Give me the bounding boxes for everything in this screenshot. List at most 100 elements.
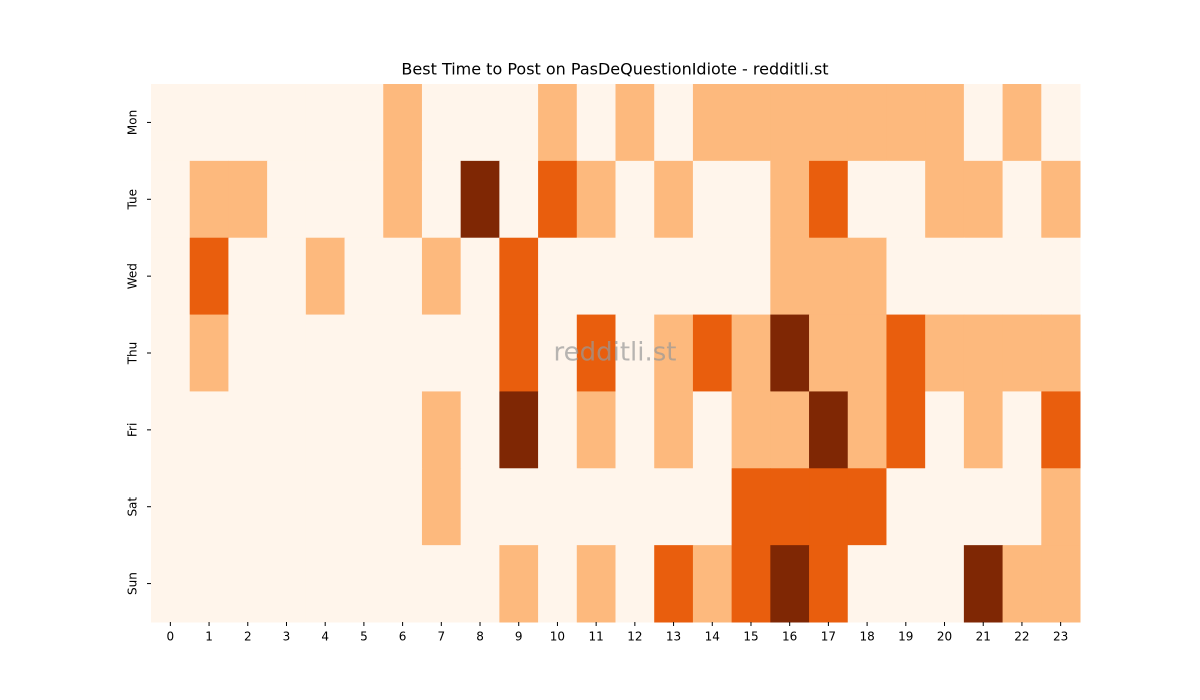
- heat-cell: [847, 237, 887, 316]
- heat-cell: [189, 84, 229, 162]
- heat-cell: [228, 391, 268, 469]
- heat-cell: [847, 160, 887, 239]
- heat-cell: [731, 160, 771, 239]
- heat-cell: [305, 468, 346, 546]
- heat-cell: [654, 160, 694, 239]
- heat-cell: [421, 160, 462, 239]
- y-tick-label: Thu: [126, 342, 140, 366]
- heat-cell: [421, 468, 462, 546]
- heat-cell: [383, 391, 423, 469]
- heat-cell: [383, 84, 423, 162]
- heat-cell: [615, 391, 655, 469]
- x-tick-label: 1: [205, 630, 213, 644]
- heat-cell: [692, 160, 733, 239]
- y-tick-label: Mon: [126, 110, 140, 135]
- heat-cell: [886, 468, 926, 546]
- heat-cell: [770, 545, 810, 623]
- heat-cell: [615, 468, 655, 546]
- heat-cell: [228, 160, 268, 239]
- x-tick-label: 14: [705, 630, 720, 644]
- heat-cell: [1041, 391, 1081, 469]
- heat-cell: [1002, 237, 1042, 316]
- heat-cell: [809, 391, 849, 469]
- heat-cell: [189, 391, 229, 469]
- x-tick-label: 6: [399, 630, 407, 644]
- heat-cell: [151, 84, 191, 162]
- heat-cell: [809, 314, 849, 392]
- heat-cell: [189, 545, 229, 623]
- x-tick-label: 21: [976, 630, 991, 644]
- heat-cell: [267, 391, 307, 469]
- heat-cell: [809, 237, 849, 316]
- heat-cell: [460, 468, 500, 546]
- heat-cell: [731, 237, 771, 316]
- heat-cell: [654, 237, 694, 316]
- heat-cell: [576, 314, 616, 392]
- heat-cell: [692, 545, 733, 623]
- heat-cell: [538, 468, 578, 546]
- y-tick-label: Tue: [126, 189, 140, 211]
- heat-cell: [615, 237, 655, 316]
- heat-cell: [770, 160, 810, 239]
- heat-cell: [344, 545, 384, 623]
- heat-cell: [151, 391, 191, 469]
- heat-cell: [499, 545, 539, 623]
- heat-cell: [1002, 84, 1042, 162]
- y-tick-label: Sat: [126, 497, 140, 517]
- heat-cell: [267, 237, 307, 316]
- heat-cell: [383, 545, 423, 623]
- heat-cell: [1041, 237, 1081, 316]
- x-tick-label: 15: [743, 630, 758, 644]
- heat-cell: [576, 237, 616, 316]
- heat-cell: [228, 468, 268, 546]
- heat-cell: [189, 237, 229, 316]
- heat-cell: [925, 391, 965, 469]
- y-tick-label: Sun: [126, 572, 140, 595]
- heat-cell: [460, 314, 500, 392]
- x-tick-label: 22: [1014, 630, 1029, 644]
- heat-cell: [499, 160, 539, 239]
- heat-cell: [460, 160, 500, 239]
- heat-cell: [267, 84, 307, 162]
- watermark: redditli.st: [554, 338, 677, 368]
- heat-cell: [460, 84, 500, 162]
- heat-cell: [731, 391, 771, 469]
- heat-cell: [886, 237, 926, 316]
- heat-cell: [654, 84, 694, 162]
- heat-cell: [538, 545, 578, 623]
- heat-cell: [847, 314, 887, 392]
- heat-cell: [809, 160, 849, 239]
- x-tick-label: 12: [627, 630, 642, 644]
- heat-cell: [421, 545, 462, 623]
- heat-cell: [228, 314, 268, 392]
- x-tick-label: 5: [360, 630, 368, 644]
- x-tick-label: 0: [167, 630, 175, 644]
- heat-cell: [344, 237, 384, 316]
- heat-cell: [499, 237, 539, 316]
- heat-cell: [731, 468, 771, 546]
- heat-cell: [692, 84, 733, 162]
- heat-cell: [538, 84, 578, 162]
- x-tick-label: 23: [1053, 630, 1068, 644]
- x-tick-label: 18: [859, 630, 874, 644]
- y-tick-label: Fri: [126, 423, 140, 437]
- heat-cell: [499, 314, 539, 392]
- heat-cell: [963, 84, 1004, 162]
- heat-cell: [383, 237, 423, 316]
- heat-cell: [151, 314, 191, 392]
- heat-cell: [847, 545, 887, 623]
- x-tick-label: 9: [515, 630, 523, 644]
- heat-cell: [770, 468, 810, 546]
- heat-cell: [615, 545, 655, 623]
- heat-cell: [267, 160, 307, 239]
- heat-cell: [925, 545, 965, 623]
- x-tick-label: 17: [821, 630, 836, 644]
- heat-cell: [1002, 468, 1042, 546]
- heat-cell: [344, 314, 384, 392]
- heat-cell: [963, 314, 1004, 392]
- heat-cell: [538, 314, 578, 392]
- heat-cell: [925, 468, 965, 546]
- heat-cell: [809, 84, 849, 162]
- x-tick-label: 2: [244, 630, 252, 644]
- heat-cell: [770, 237, 810, 316]
